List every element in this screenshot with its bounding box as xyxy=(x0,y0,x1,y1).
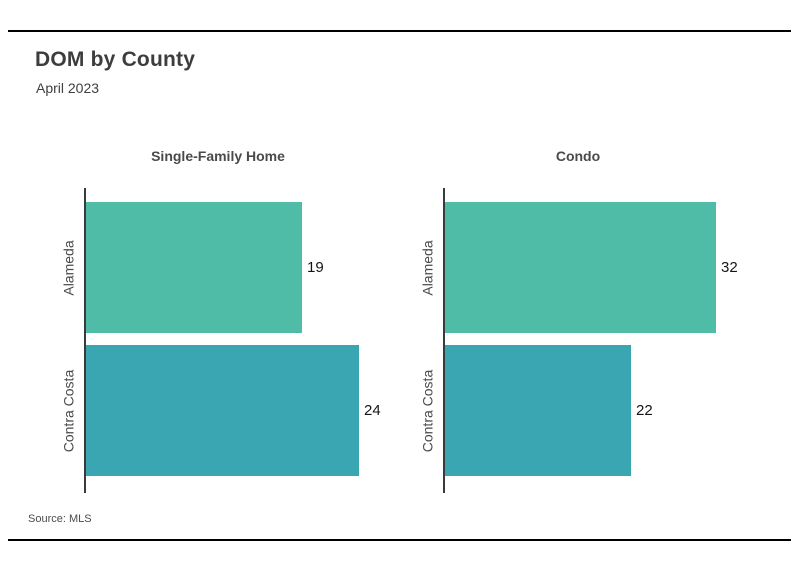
facet-title-0: Single-Family Home xyxy=(151,148,285,164)
y-axis-line-1 xyxy=(443,188,445,493)
value-label: 32 xyxy=(721,259,738,276)
y-axis-category-label: Alameda xyxy=(60,239,76,296)
value-label: 22 xyxy=(636,402,653,419)
bottom-rule xyxy=(8,539,791,541)
source-note: Source: MLS xyxy=(28,513,92,525)
facet-title-1: Condo xyxy=(555,148,601,164)
bar-contra-costa xyxy=(445,345,631,476)
y-axis-category-label: Alameda xyxy=(419,239,435,296)
page-title: DOM by County xyxy=(35,48,196,71)
top-rule xyxy=(8,30,791,32)
bar-contra-costa xyxy=(86,345,359,476)
y-axis-line-0 xyxy=(84,188,86,493)
y-axis-category-label: Contra Costa xyxy=(60,369,76,452)
page-subtitle: April 2023 xyxy=(36,80,100,96)
y-axis-category-label: Contra Costa xyxy=(419,369,435,452)
value-label: 24 xyxy=(364,402,381,419)
bar-alameda xyxy=(86,202,302,333)
bar-alameda xyxy=(445,202,716,333)
value-label: 19 xyxy=(307,259,324,276)
